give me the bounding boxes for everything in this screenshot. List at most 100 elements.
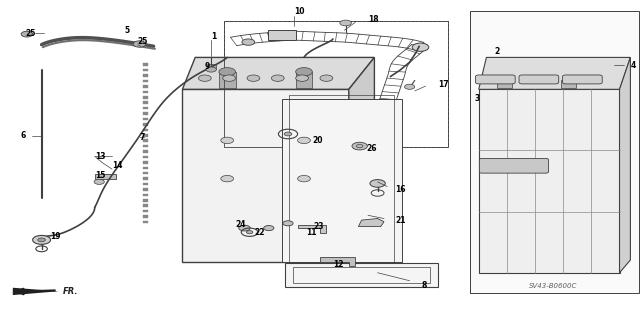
Bar [207,64,216,69]
Bar [268,30,296,40]
Bar [143,139,148,142]
Circle shape [247,75,260,81]
Text: 18: 18 [368,15,379,24]
Circle shape [298,137,310,144]
Bar [143,85,148,88]
Text: 23: 23 [314,222,324,231]
Text: 24: 24 [236,220,246,229]
Circle shape [239,225,250,231]
Circle shape [404,84,415,89]
Polygon shape [349,57,374,262]
Text: 7: 7 [140,133,145,142]
Bar [285,263,438,287]
Text: 6: 6 [20,131,26,140]
Circle shape [412,43,429,51]
Bar [143,107,148,109]
Bar [143,118,148,120]
Bar [470,11,639,293]
Text: 20: 20 [312,136,323,145]
Circle shape [221,175,234,182]
Bar [143,150,148,153]
Bar [95,174,116,179]
FancyBboxPatch shape [476,75,515,84]
Text: 16: 16 [396,185,406,194]
Polygon shape [479,89,620,273]
Bar [143,204,148,207]
Circle shape [221,137,234,144]
Bar [143,63,148,66]
Bar [224,21,448,147]
Bar [296,72,312,88]
Polygon shape [620,57,630,273]
Bar [143,161,148,164]
FancyBboxPatch shape [519,75,559,84]
Bar [143,112,148,115]
Circle shape [352,142,367,150]
Circle shape [198,75,211,81]
Text: SV43-B0600C: SV43-B0600C [529,283,578,289]
Circle shape [340,20,351,26]
Bar [143,199,148,202]
Text: 12: 12 [333,260,343,269]
Bar [143,156,148,158]
Text: 1: 1 [211,32,216,41]
Circle shape [320,75,333,81]
Bar [561,80,576,88]
Text: 4: 4 [630,61,636,70]
Bar [219,72,236,88]
Text: 8: 8 [421,281,426,290]
Text: 19: 19 [50,232,60,241]
Text: 5: 5 [125,26,130,35]
Circle shape [246,231,253,234]
Bar [143,123,148,126]
FancyBboxPatch shape [479,159,548,173]
Bar [143,167,148,169]
Bar [143,215,148,218]
Text: 26: 26 [367,144,377,153]
Circle shape [242,39,255,45]
Bar [143,177,148,180]
Circle shape [296,68,312,76]
Polygon shape [182,57,374,89]
Polygon shape [298,225,326,233]
Polygon shape [358,219,384,226]
Bar [143,69,148,71]
Text: 25: 25 [26,29,36,38]
Circle shape [38,238,45,242]
Circle shape [264,226,274,231]
Circle shape [133,41,146,47]
Polygon shape [320,257,355,266]
Bar [143,188,148,191]
Bar [143,91,148,93]
Bar [143,172,148,174]
Bar [143,96,148,99]
Circle shape [219,68,236,76]
Circle shape [223,75,236,81]
Circle shape [296,75,308,81]
Bar [293,267,430,283]
Circle shape [33,235,51,244]
Circle shape [298,175,310,182]
Text: 2: 2 [494,47,499,56]
Circle shape [370,180,385,187]
Text: 14: 14 [112,161,122,170]
Bar [143,74,148,77]
Bar [143,221,148,223]
Polygon shape [13,288,59,295]
Bar [143,101,148,104]
Bar [143,183,148,185]
Text: 9: 9 [205,63,210,71]
Bar [143,129,148,131]
Text: 15: 15 [95,171,105,180]
FancyBboxPatch shape [563,75,602,84]
Text: 22: 22 [255,228,265,237]
Bar [224,21,448,147]
Text: 3: 3 [475,94,480,103]
Bar [143,194,148,196]
Bar [143,134,148,137]
Text: 17: 17 [438,80,449,89]
Polygon shape [479,57,630,89]
Circle shape [284,132,292,136]
Bar [497,80,512,88]
Text: 13: 13 [95,152,105,161]
